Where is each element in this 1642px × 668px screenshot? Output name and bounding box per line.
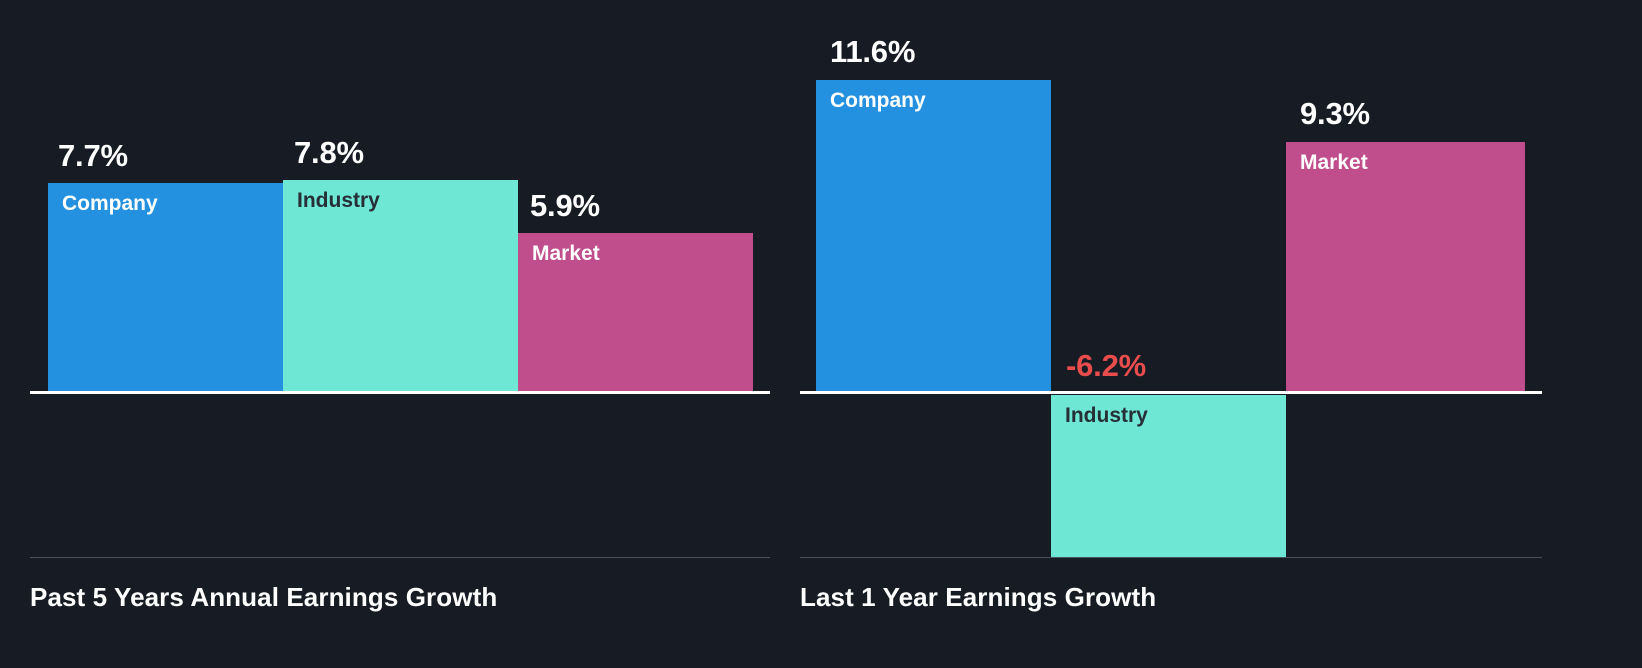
right-zero-axis-line (800, 391, 1542, 394)
right-company-value-label: 11.6% (830, 34, 916, 69)
left-industry-value-label: 7.8% (294, 135, 364, 170)
right-footer-divider (800, 557, 1542, 558)
left-company-value-label: 7.7% (58, 138, 128, 173)
left-plot-area: 7.7% Company 7.8% Industry 5.9% Market (0, 0, 790, 558)
left-industry-series-label: Industry (297, 189, 380, 212)
right-chart-title: Last 1 Year Earnings Growth (800, 582, 1157, 612)
right-company-series-label: Company (830, 89, 926, 112)
left-footer-divider (30, 557, 770, 558)
last-1-year-chart-panel: 11.6% Company -6.2% Industry 9.3% Market… (800, 0, 1642, 668)
left-company-series-label: Company (62, 192, 158, 215)
left-market-bar[interactable]: Market (518, 233, 753, 392)
left-chart-title: Past 5 Years Annual Earnings Growth (30, 582, 498, 612)
right-market-value-label: 9.3% (1300, 96, 1370, 131)
right-plot-area: 11.6% Company -6.2% Industry 9.3% Market (800, 0, 1642, 558)
right-company-bar[interactable]: Company (816, 80, 1051, 391)
past-5-years-chart-panel: 7.7% Company 7.8% Industry 5.9% Market P… (0, 0, 790, 668)
right-industry-series-label: Industry (1065, 404, 1148, 427)
right-industry-value-label: -6.2% (1066, 348, 1146, 383)
right-market-series-label: Market (1300, 151, 1368, 174)
left-zero-axis-line (30, 391, 770, 394)
left-market-value-label: 5.9% (530, 188, 600, 223)
right-market-bar[interactable]: Market (1286, 142, 1525, 391)
right-industry-bar[interactable]: Industry (1051, 395, 1286, 557)
left-industry-bar[interactable]: Industry (283, 180, 518, 392)
left-market-series-label: Market (532, 242, 600, 265)
left-company-bar[interactable]: Company (48, 183, 283, 392)
